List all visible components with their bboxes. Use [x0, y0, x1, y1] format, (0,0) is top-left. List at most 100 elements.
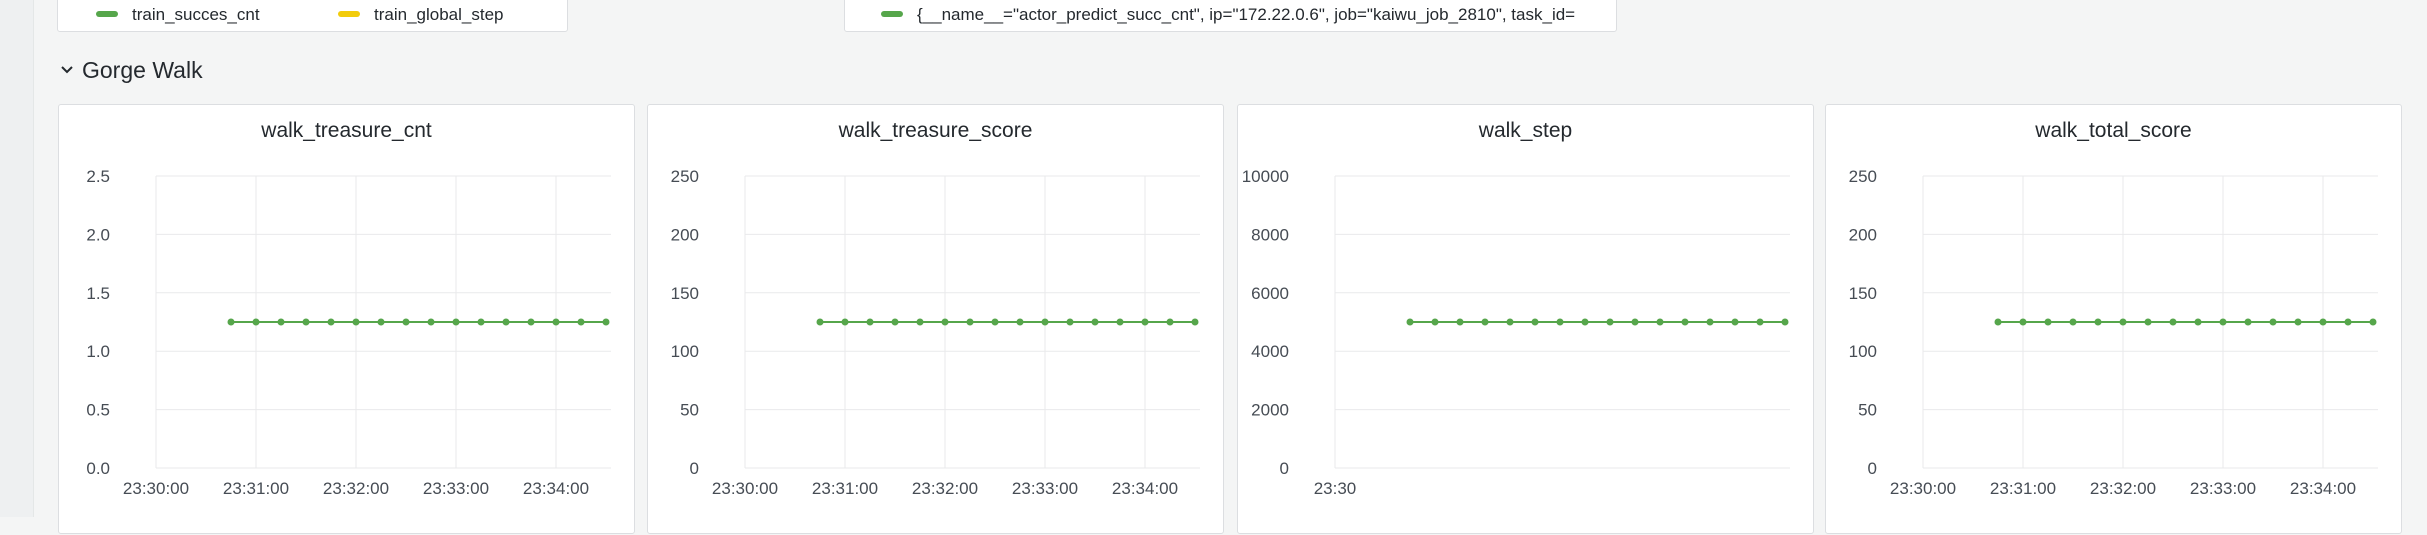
x-tick-label: 23:33:00 — [1012, 479, 1078, 498]
y-tick-label: 10000 — [1242, 167, 1289, 186]
time-series-chart: 0.0 0.5 1.0 1.5 2.0 2.5 23:30:00 23:31:00 23:32:… — [86, 167, 611, 498]
panel-title[interactable]: walk_step — [1478, 119, 1573, 142]
legend-card-actor: {__name__="actor_predict_succ_cnt", ip="… — [844, 0, 1617, 32]
data-point — [552, 318, 560, 326]
data-point — [1066, 318, 1074, 326]
legend-label: train_global_step — [374, 5, 504, 24]
data-point — [1506, 318, 1514, 326]
data-point — [941, 318, 949, 326]
data-point — [916, 318, 924, 326]
data-point — [327, 318, 335, 326]
data-point — [1431, 318, 1439, 326]
panel-walk-step[interactable]: walk_step 0 2000 4000 6000 8000 10000 23:30 — [1237, 104, 1814, 534]
x-tick-label: 23:31:00 — [812, 479, 878, 498]
y-tick-label: 2.5 — [86, 167, 110, 186]
time-series-chart: 0 2000 4000 6000 8000 10000 23:30 — [1242, 167, 1790, 498]
data-point — [227, 318, 235, 326]
data-point — [2169, 318, 2177, 326]
y-tick-label: 200 — [671, 225, 699, 244]
data-point — [2369, 318, 2377, 326]
x-tick-label: 23:30:00 — [123, 479, 189, 498]
data-point — [2069, 318, 2077, 326]
data-point — [1091, 318, 1099, 326]
y-tick-label: 4000 — [1251, 342, 1289, 361]
data-point — [1556, 318, 1564, 326]
data-point — [2269, 318, 2277, 326]
panel-walk-treasure-cnt[interactable]: walk_treasure_cnt 0.0 0.5 1.0 1.5 2.0 2.5 23:3… — [58, 104, 635, 534]
legend-label: {__name__="actor_predict_succ_cnt", ip="… — [917, 5, 1576, 24]
data-point — [2219, 318, 2227, 326]
row-title: Gorge Walk — [82, 56, 203, 83]
data-point — [452, 318, 460, 326]
data-point — [477, 318, 485, 326]
data-point — [352, 318, 360, 326]
data-point — [2094, 318, 2102, 326]
y-tick-label: 2.0 — [86, 225, 110, 244]
y-tick-label: 2000 — [1251, 401, 1289, 420]
x-tick-label: 23:34:00 — [1112, 479, 1178, 498]
data-point — [2294, 318, 2302, 326]
data-point — [377, 318, 385, 326]
y-tick-label: 100 — [671, 342, 699, 361]
x-tick-label: 23:33:00 — [2190, 479, 2256, 498]
legend-card-train: train_succes_cnt train_global_step — [57, 0, 568, 32]
legend-item-train-global-step[interactable]: train_global_step — [338, 5, 503, 25]
legend-swatch — [96, 10, 118, 17]
y-tick-label: 0.0 — [86, 459, 110, 478]
y-tick-label: 50 — [680, 401, 699, 420]
data-point — [1406, 318, 1414, 326]
x-tick-label: 23:34:00 — [523, 479, 589, 498]
data-point — [2344, 318, 2352, 326]
x-tick-label: 23:32:00 — [2090, 479, 2156, 498]
data-point — [2319, 318, 2327, 326]
x-tick-label: 23:32:00 — [912, 479, 978, 498]
y-tick-label: 1.5 — [86, 284, 110, 303]
data-point — [1731, 318, 1739, 326]
data-point — [302, 318, 310, 326]
data-point — [1781, 318, 1789, 326]
data-point — [502, 318, 510, 326]
data-point — [602, 318, 610, 326]
data-point — [2144, 318, 2152, 326]
y-tick-label: 6000 — [1251, 284, 1289, 303]
panel-walk-total-score[interactable]: walk_total_score 0 50 100 150 200 250 23:30:00… — [1825, 104, 2402, 534]
sidebar-strip — [0, 0, 34, 517]
row-header-gorge-walk[interactable]: Gorge Walk — [58, 54, 203, 86]
data-point — [1994, 318, 2002, 326]
data-point — [1681, 318, 1689, 326]
legend-item-train-succes-cnt[interactable]: train_succes_cnt — [96, 5, 260, 25]
data-point — [1041, 318, 1049, 326]
y-tick-label: 150 — [671, 284, 699, 303]
y-tick-label: 1.0 — [86, 342, 110, 361]
data-point — [1581, 318, 1589, 326]
panel-title[interactable]: walk_total_score — [2035, 119, 2192, 142]
chevron-down-icon — [61, 66, 73, 74]
x-tick-label: 23:30:00 — [1890, 479, 1956, 498]
data-point — [577, 318, 585, 326]
y-tick-label: 50 — [1858, 401, 1877, 420]
data-point — [1656, 318, 1664, 326]
legend-item-actor-predict-succ-cnt[interactable]: {__name__="actor_predict_succ_cnt", ip="… — [881, 5, 1616, 25]
time-series-chart: 0 50 100 150 200 250 23:30:00 23:31:00 23:32:00 2… — [1849, 167, 2378, 498]
y-tick-label: 0 — [1280, 459, 1289, 478]
panel-walk-treasure-score[interactable]: walk_treasure_score 0 50 100 150 200 250 23:30… — [647, 104, 1224, 534]
panel-title[interactable]: walk_treasure_score — [838, 119, 1033, 142]
x-tick-label: 23:30:00 — [712, 479, 778, 498]
data-point — [1631, 318, 1639, 326]
x-tick-label: 23:34:00 — [2290, 479, 2356, 498]
data-point — [891, 318, 899, 326]
data-point — [866, 318, 874, 326]
data-point — [1191, 318, 1199, 326]
x-tick-label: 23:30 — [1314, 479, 1357, 498]
y-tick-label: 250 — [671, 167, 699, 186]
x-tick-label: 23:31:00 — [223, 479, 289, 498]
y-tick-label: 8000 — [1251, 225, 1289, 244]
time-series-chart: 0 50 100 150 200 250 23:30:00 23:31:00 23:32:00 2… — [671, 167, 1200, 498]
panel-title[interactable]: walk_treasure_cnt — [261, 119, 432, 142]
data-point — [1116, 318, 1124, 326]
data-point — [1016, 318, 1024, 326]
data-point — [2119, 318, 2127, 326]
data-point — [252, 318, 260, 326]
data-point — [1141, 318, 1149, 326]
data-point — [841, 318, 849, 326]
